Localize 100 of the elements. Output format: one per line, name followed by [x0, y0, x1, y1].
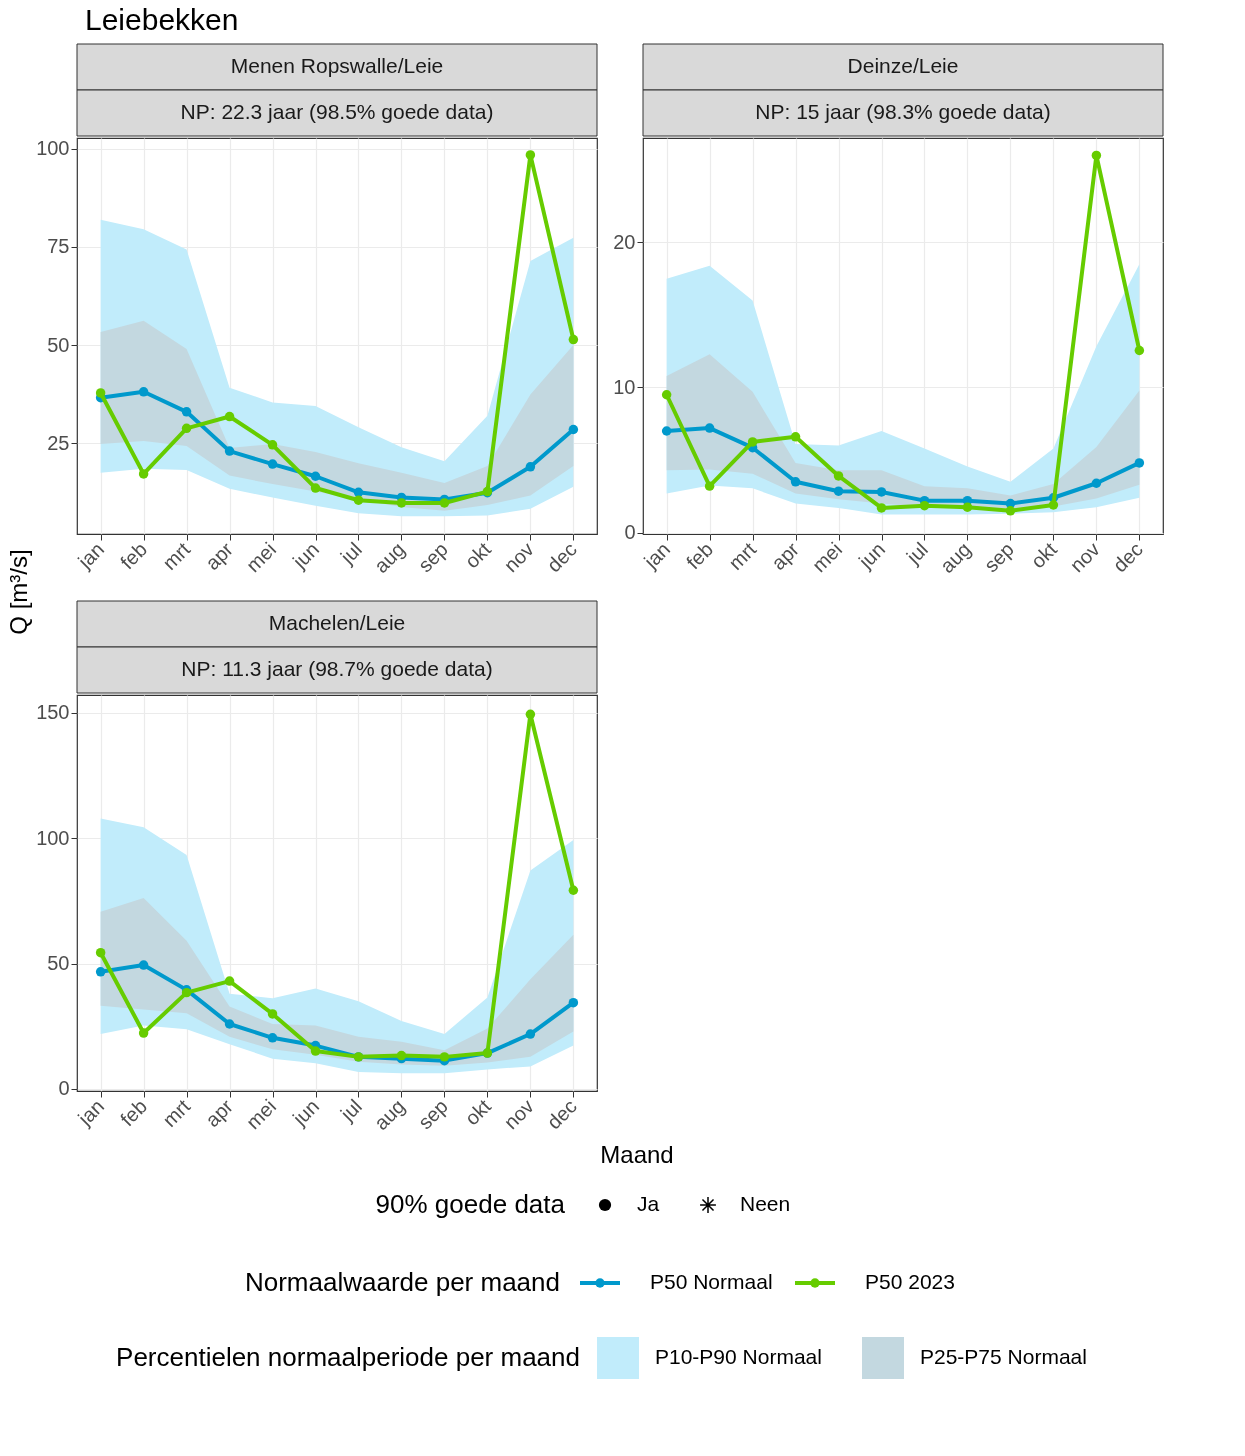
x-tick-label: aug [369, 1095, 410, 1135]
x-tick-label: jun [287, 538, 324, 574]
y-tick-label: 0 [58, 1077, 70, 1100]
chart-subtitle: Menen Ropswalle/Leie NP: 22.3 jaar (98.5% goede data) [180, 54, 494, 123]
point [568, 885, 579, 895]
x-tick-label: dec [1108, 538, 1147, 577]
chart-title: Leiebekken [85, 2, 239, 36]
point [1005, 506, 1016, 516]
point [353, 487, 364, 498]
x-tick-label: jan [639, 538, 675, 574]
point [568, 334, 579, 345]
point [833, 486, 844, 496]
x-tick-label: jan [73, 538, 109, 574]
point [224, 411, 235, 422]
text: Neen [740, 1192, 791, 1215]
point [1134, 345, 1145, 356]
point [704, 481, 715, 491]
x-tick-label: jun [287, 1095, 324, 1131]
point [310, 1046, 321, 1056]
point [661, 426, 672, 436]
x-tick-label: mrt [158, 1094, 195, 1131]
y-tick-label: 50 [47, 952, 70, 975]
point [181, 407, 192, 417]
point [1091, 478, 1102, 488]
x-tick-label: jan [73, 1095, 109, 1131]
point [790, 432, 801, 442]
point [747, 437, 758, 447]
x-tick-label: jul [335, 538, 367, 569]
point [1048, 500, 1059, 510]
x-tick-label: feb [115, 1095, 152, 1131]
point [224, 976, 235, 986]
point [310, 483, 321, 493]
legend-label: P50 2023 [865, 1270, 955, 1293]
point [353, 495, 364, 505]
chart-subtitle: Machelen/Leie NP: 11.3 jaar (98.7% goede data) [181, 611, 493, 680]
point [525, 709, 536, 720]
x-tick-label: jul [335, 1095, 367, 1126]
x-tick-label: mrt [724, 537, 761, 574]
x-tick-label: apr [201, 537, 238, 575]
x-tick-label: okt [460, 537, 496, 573]
point [95, 967, 106, 977]
point [396, 498, 407, 508]
y-tick-label: 25 [47, 431, 70, 454]
legend-label: P50 Normaal [650, 1270, 773, 1293]
x-tick-label: okt [460, 1094, 496, 1130]
point [181, 423, 192, 434]
x-tick-label: mei [241, 538, 281, 577]
point [267, 1033, 278, 1043]
x-axis-title: Maand [600, 1141, 674, 1168]
point [138, 469, 149, 479]
point [833, 471, 844, 481]
x-tick-label: feb [681, 538, 718, 574]
x-tick-label: apr [767, 537, 804, 575]
x-tick-label: nov [499, 538, 538, 577]
point [310, 471, 321, 481]
x-tick-label: aug [369, 538, 410, 578]
x-tick-label: mrt [158, 537, 195, 574]
legend-label: P10-P90 Normaal [655, 1345, 822, 1368]
x-tick-label: sep [413, 1095, 453, 1134]
text: Ja [637, 1192, 660, 1215]
point [568, 424, 579, 435]
point [224, 1019, 235, 1029]
x-tick-label: mei [807, 538, 847, 577]
x-tick-label: sep [979, 538, 1019, 577]
x-tick-label: mei [241, 1095, 281, 1134]
y-axis-title: Q [m³/s] [5, 549, 32, 635]
x-tick-label: dec [542, 538, 581, 577]
point [1134, 458, 1145, 468]
x-tick-label: feb [115, 538, 152, 574]
y-tick-label: 0 [624, 521, 636, 544]
text: 90% goede data [375, 1189, 566, 1219]
point [962, 502, 973, 512]
text: Percentielen normaalperiode per maand [116, 1342, 580, 1372]
x-tick-label: apr [201, 1094, 238, 1132]
text: Normaalwaarde per maand [244, 1267, 560, 1297]
point [267, 440, 278, 450]
point [568, 997, 579, 1008]
y-tick-label: 100 [36, 826, 70, 849]
point [876, 487, 887, 497]
point [525, 1029, 536, 1039]
point [439, 1052, 450, 1062]
point [267, 1009, 278, 1019]
x-tick-label: jun [853, 538, 890, 574]
point [919, 500, 930, 511]
point [790, 477, 801, 487]
point [95, 388, 106, 398]
y-tick-label: 20 [613, 230, 636, 253]
point [525, 462, 536, 472]
point [95, 947, 106, 958]
point [138, 960, 149, 970]
x-tick-label: sep [413, 538, 453, 577]
x-tick-label: dec [542, 1095, 581, 1134]
point [704, 423, 715, 433]
point [1091, 150, 1102, 161]
y-tick-label: 75 [47, 235, 70, 258]
point [138, 1028, 149, 1038]
y-tick-label: 150 [36, 701, 70, 724]
chart-subtitle: Deinze/Leie NP: 15 jaar (98.3% goede data) [755, 54, 1051, 123]
x-tick-label: aug [935, 538, 976, 578]
point [525, 150, 536, 160]
